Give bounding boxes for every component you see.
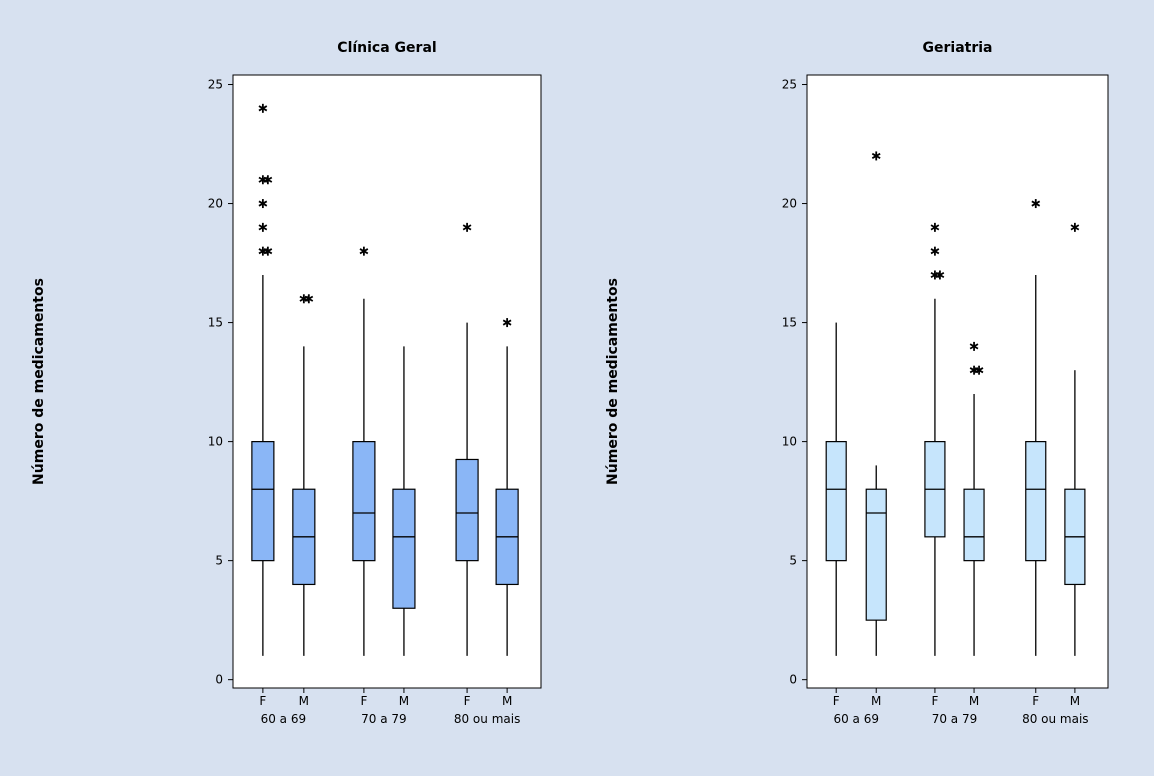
- group-label: 70 a 79: [932, 712, 978, 726]
- y-tick-label: 15: [208, 316, 223, 330]
- y-tick-label: 10: [208, 435, 223, 449]
- y-tick-label: 10: [782, 435, 797, 449]
- outlier: [1070, 222, 1080, 232]
- box: [352, 441, 376, 562]
- plot-area: [232, 74, 542, 689]
- outlier: [502, 318, 512, 328]
- chart-title: Geriatria: [923, 40, 993, 56]
- y-tick-label: 5: [789, 554, 797, 568]
- x-tick-label: M: [871, 694, 881, 708]
- box: [963, 488, 985, 562]
- asterisk-stroke: [1070, 224, 1080, 231]
- box: [865, 488, 887, 621]
- asterisk-stroke: [359, 248, 369, 255]
- y-tick-label: 20: [782, 197, 797, 211]
- group-label: 60 a 69: [833, 712, 879, 726]
- box: [825, 441, 847, 562]
- y-tick-label: 0: [789, 673, 797, 687]
- outlier: [462, 222, 472, 232]
- x-tick-label: F: [360, 694, 367, 708]
- y-tick-label: 0: [215, 673, 223, 687]
- box: [251, 441, 275, 562]
- asterisk-stroke: [930, 248, 940, 255]
- group-label: 70 a 79: [361, 712, 407, 726]
- y-axis-label: Número de medicamentos: [31, 278, 47, 485]
- outlier: [930, 222, 940, 232]
- x-tick-label: M: [399, 694, 409, 708]
- asterisk-stroke: [871, 152, 881, 159]
- outlier: [304, 294, 314, 304]
- y-tick-label: 25: [782, 78, 797, 92]
- outlier: [263, 246, 273, 256]
- y-axis-label: Número de medicamentos: [605, 278, 621, 485]
- plot-area: [806, 74, 1109, 689]
- outlier: [935, 270, 945, 280]
- outlier: [263, 175, 273, 185]
- x-tick-label: M: [969, 694, 979, 708]
- asterisk-stroke: [258, 200, 268, 207]
- asterisk-stroke: [462, 224, 472, 231]
- x-tick-label: M: [502, 694, 512, 708]
- group-label: 60 a 69: [261, 712, 307, 726]
- asterisk-stroke: [974, 367, 984, 374]
- asterisk-stroke: [935, 271, 945, 278]
- group-label: 80 ou mais: [1022, 712, 1088, 726]
- outlier: [871, 151, 881, 161]
- box: [455, 458, 479, 562]
- outlier: [258, 222, 268, 232]
- asterisk-stroke: [263, 176, 273, 183]
- box: [392, 488, 416, 609]
- outlier: [974, 365, 984, 375]
- asterisk-stroke: [930, 224, 940, 231]
- outlier: [1031, 199, 1041, 209]
- outlier: [359, 246, 369, 256]
- y-tick-label: 5: [215, 554, 223, 568]
- y-tick-label: 25: [208, 78, 223, 92]
- outlier: [258, 199, 268, 209]
- x-tick-label: F: [259, 694, 266, 708]
- chart-title: Clínica Geral: [337, 40, 436, 56]
- box: [1025, 441, 1047, 562]
- asterisk-stroke: [263, 248, 273, 255]
- asterisk-stroke: [258, 105, 268, 112]
- outlier: [969, 341, 979, 351]
- asterisk-stroke: [502, 319, 512, 326]
- x-tick-label: F: [1032, 694, 1039, 708]
- x-tick-label: F: [833, 694, 840, 708]
- x-tick-label: F: [464, 694, 471, 708]
- asterisk-stroke: [969, 343, 979, 350]
- outlier: [930, 246, 940, 256]
- group-label: 80 ou mais: [454, 712, 520, 726]
- asterisk-stroke: [258, 224, 268, 231]
- asterisk-stroke: [1031, 200, 1041, 207]
- asterisk-stroke: [304, 295, 314, 302]
- x-tick-label: M: [1070, 694, 1080, 708]
- y-tick-label: 15: [782, 316, 797, 330]
- x-tick-label: F: [931, 694, 938, 708]
- x-tick-label: M: [299, 694, 309, 708]
- y-tick-label: 20: [208, 197, 223, 211]
- outlier: [258, 103, 268, 113]
